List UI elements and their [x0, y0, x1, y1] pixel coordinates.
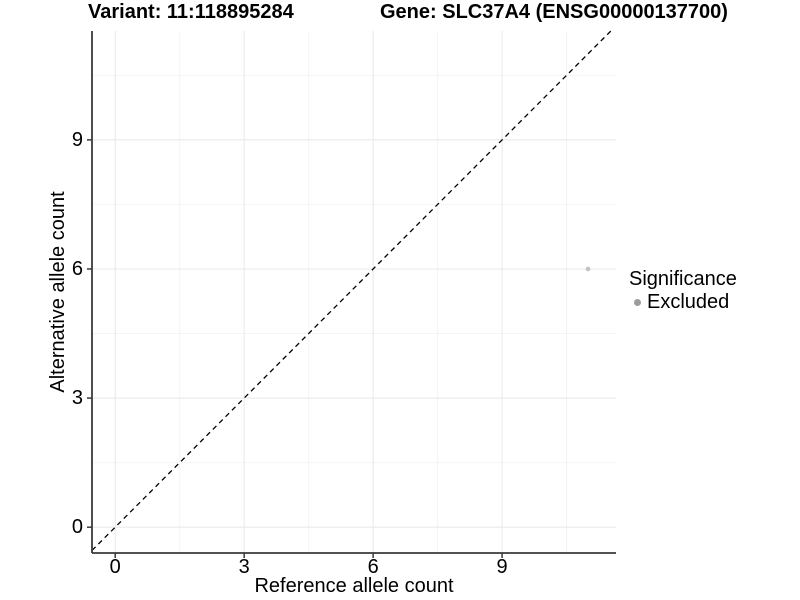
legend-item-label: Excluded: [647, 291, 730, 313]
y-tick-label: 3: [72, 387, 83, 409]
y-tick-label: 9: [72, 129, 83, 151]
x-axis-title: Reference allele count: [254, 575, 453, 597]
y-axis-title: Alternative allele count: [47, 191, 69, 393]
legend-point-icon: [634, 298, 641, 306]
identity-line: [91, 30, 612, 551]
x-tick-label: 0: [110, 556, 121, 578]
x-tick-label: 6: [368, 556, 379, 578]
data-point: [585, 266, 591, 272]
y-tick-label: 6: [72, 258, 83, 280]
x-tick-label: 9: [497, 556, 508, 578]
x-tick-label: 3: [239, 556, 250, 578]
plot-title-variant: Variant: 11:118895284: [88, 1, 294, 23]
y-tick-label: 0: [72, 516, 83, 538]
axis-lines: [91, 31, 616, 554]
data-points: [585, 266, 591, 272]
tick-marks: [87, 139, 503, 558]
tick-labels: 0 3 6 9 0 3 6 9: [72, 129, 508, 578]
minor-gridlines: [92, 31, 616, 553]
legend-title: Significance: [629, 268, 737, 290]
identity-dashed-line: [91, 30, 612, 551]
plot-title-gene: Gene: SLC37A4 (ENSG00000137700): [380, 1, 728, 23]
major-gridlines: [92, 31, 616, 553]
legend: Significance Excluded: [629, 267, 737, 313]
legend-item-excluded: Excluded: [629, 291, 737, 313]
